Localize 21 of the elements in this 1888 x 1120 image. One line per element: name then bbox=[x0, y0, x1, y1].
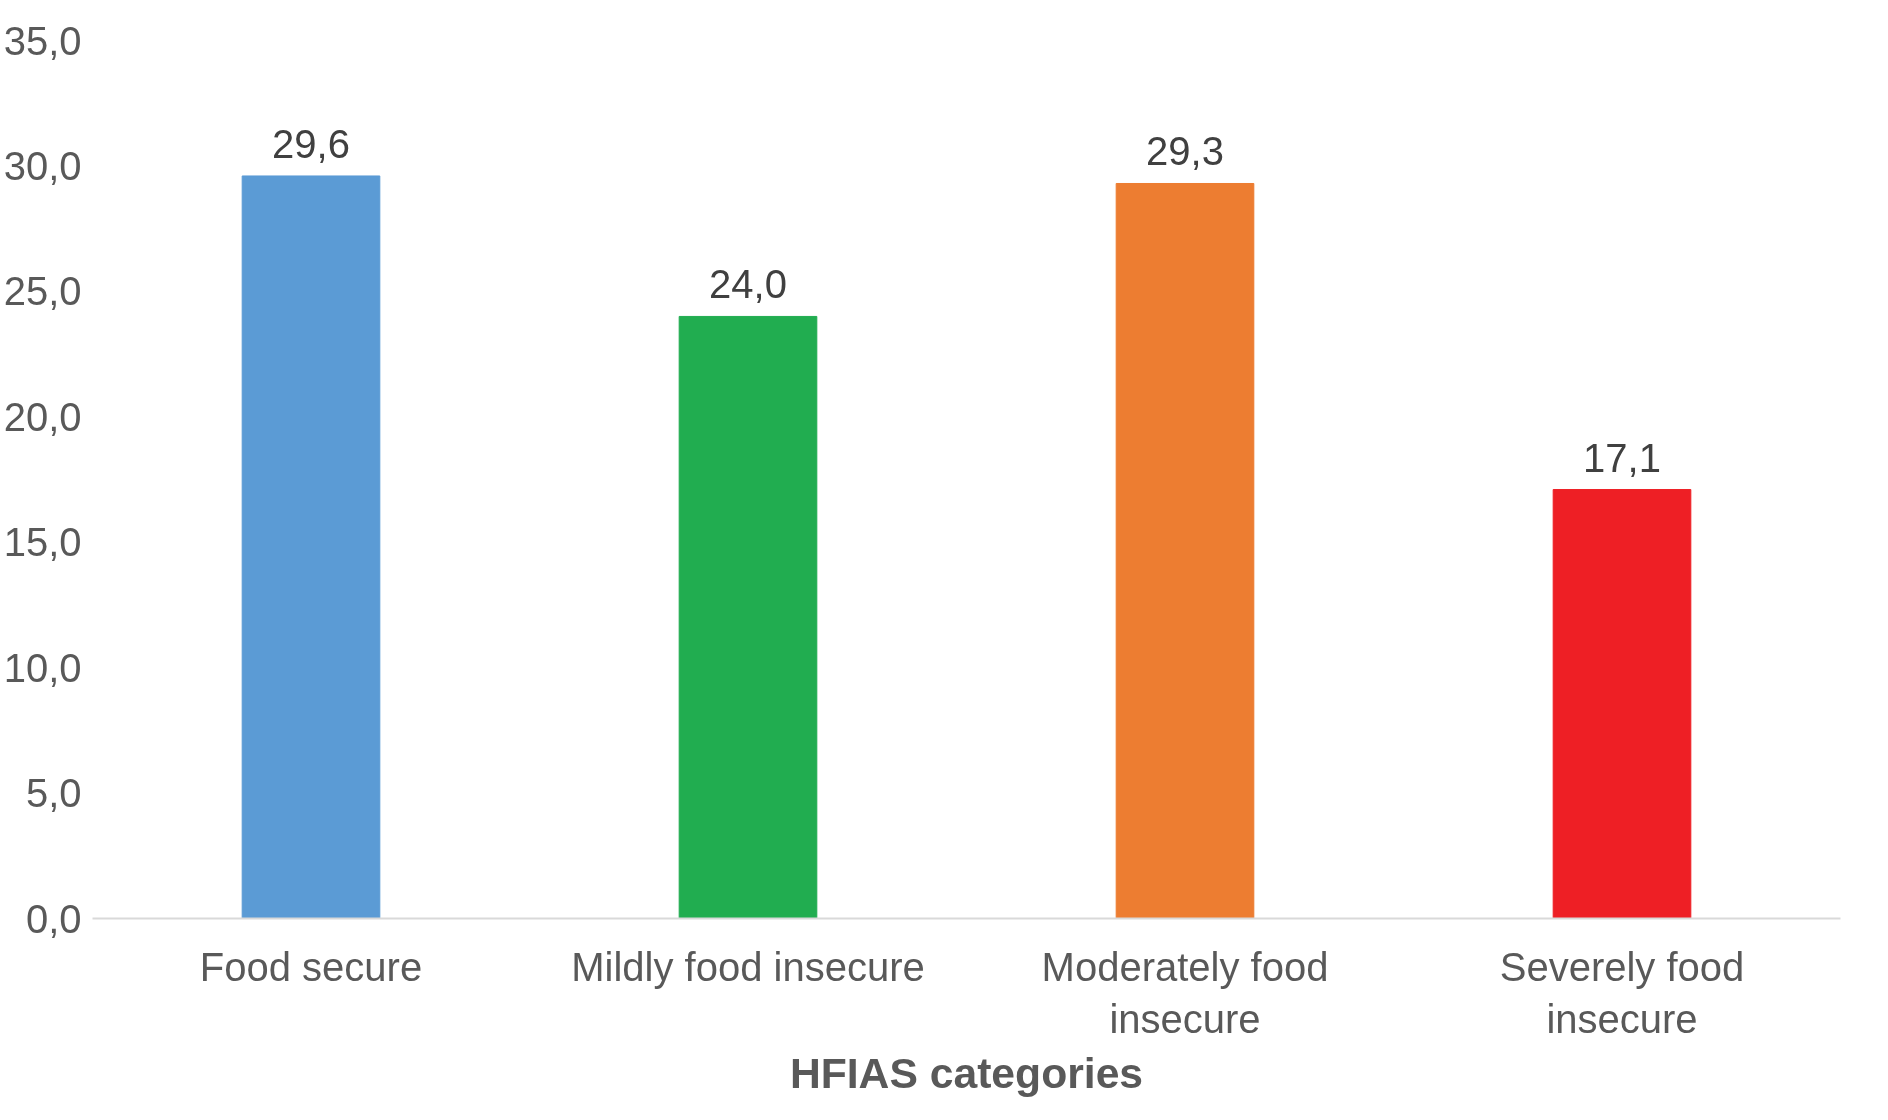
bar bbox=[1552, 489, 1692, 919]
y-tick-label: 15,0 bbox=[3, 520, 82, 565]
y-tick-label: 5,0 bbox=[25, 771, 82, 816]
y-tick-label: 10,0 bbox=[3, 645, 82, 690]
x-tick-label: Severely food insecure bbox=[1499, 944, 1745, 1042]
y-tick-label: 35,0 bbox=[3, 18, 82, 63]
data-label: 24,0 bbox=[709, 262, 787, 307]
y-tick-label: 25,0 bbox=[3, 269, 82, 314]
y-tick-label: 30,0 bbox=[3, 143, 82, 188]
data-label: 17,1 bbox=[1583, 435, 1661, 480]
x-tick-label: Food secure bbox=[199, 944, 423, 989]
y-tick-label: 0,0 bbox=[25, 896, 82, 941]
data-label: 29,6 bbox=[272, 121, 350, 166]
bar bbox=[678, 315, 818, 919]
bar bbox=[1115, 182, 1255, 919]
data-label: 29,3 bbox=[1146, 129, 1224, 174]
x-tick-label: Moderately food insecure bbox=[1041, 944, 1329, 1042]
bar bbox=[241, 175, 381, 919]
x-axis-title: HFIAS categories bbox=[789, 1049, 1144, 1098]
y-tick-label: 20,0 bbox=[3, 394, 82, 439]
x-tick-label: Mildly food insecure bbox=[571, 944, 925, 989]
